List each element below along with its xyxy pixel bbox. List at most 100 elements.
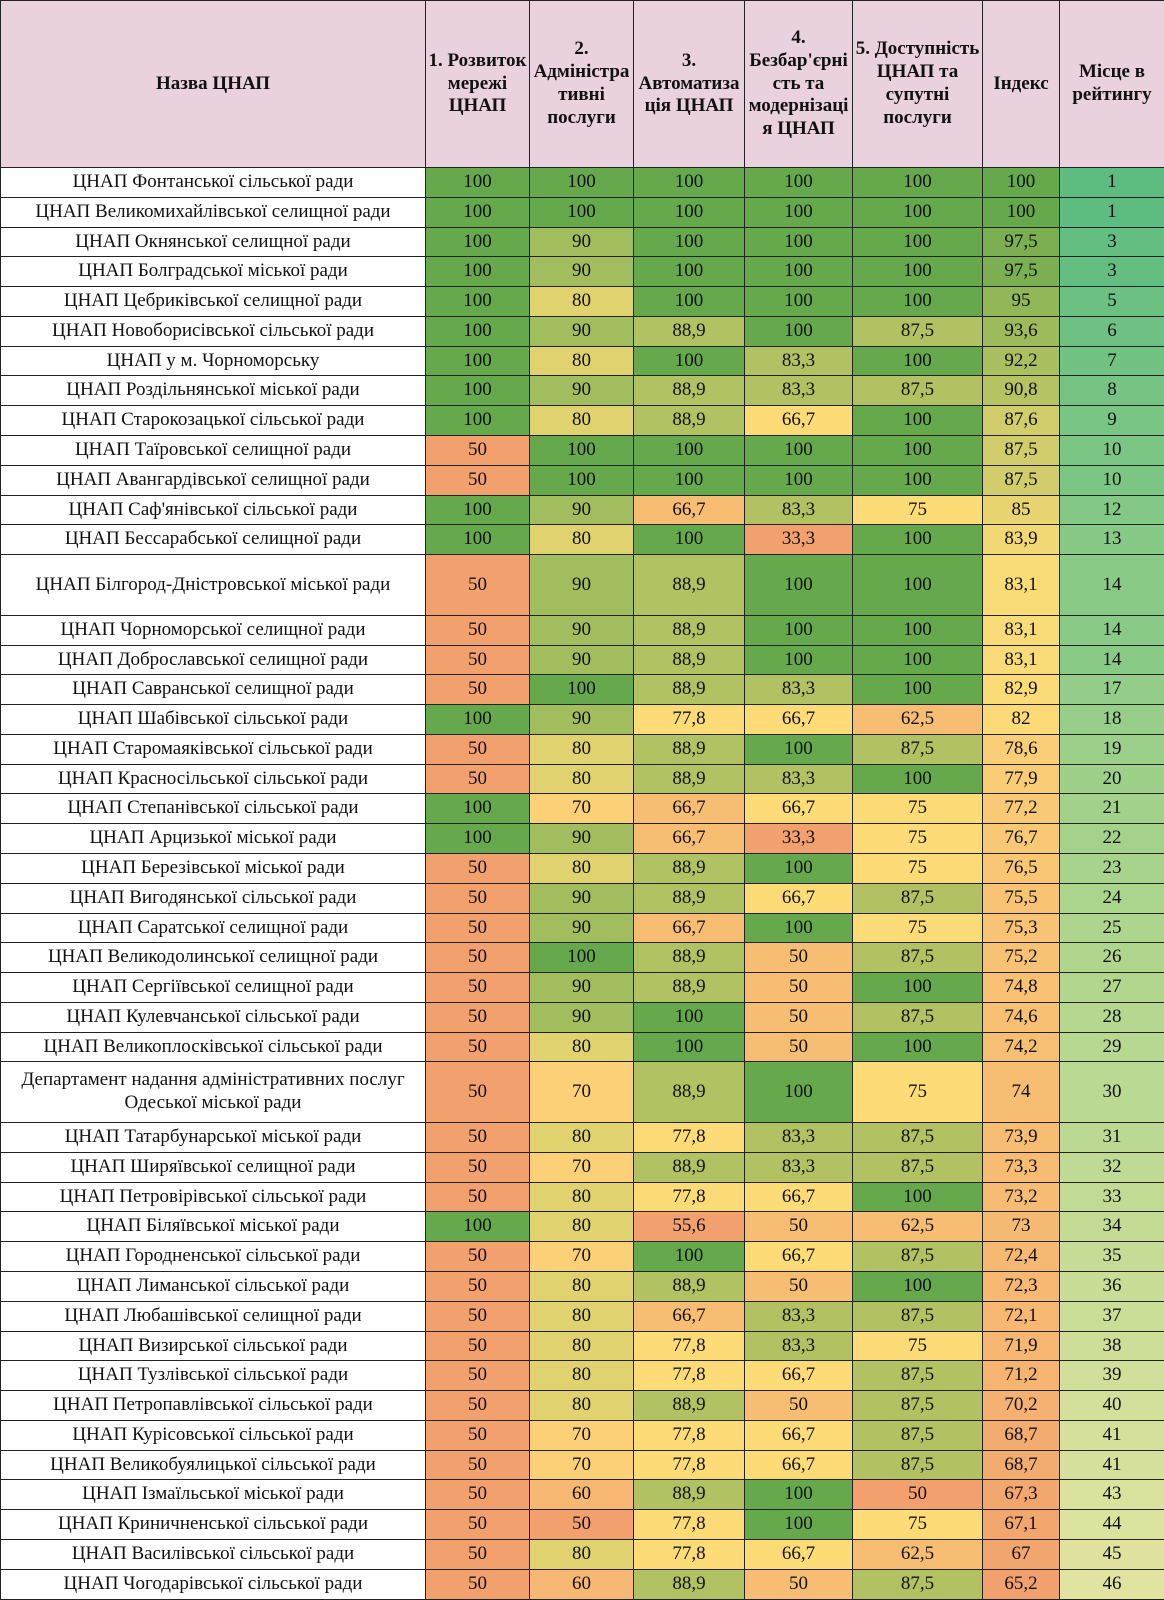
value-cell: 37	[1059, 1300, 1164, 1332]
value-cell: 12	[1059, 494, 1164, 526]
value-cell: 13	[1059, 524, 1164, 556]
value-cell: 73,3	[982, 1151, 1060, 1183]
value-cell: 88,9	[633, 882, 745, 914]
name-cell: ЦНАП Савранської селищної ради	[0, 674, 426, 706]
name-cell: ЦНАП Лиманської сільської ради	[0, 1270, 426, 1302]
value-cell: 77,8	[633, 1330, 745, 1362]
value-cell: 66,7	[744, 704, 853, 735]
name-cell: ЦНАП у м. Чорноморську	[0, 345, 426, 377]
name-cell: ЦНАП Болградської міської ради	[0, 256, 426, 288]
value-cell: 50	[425, 882, 530, 914]
value-cell: 38	[1059, 1330, 1164, 1362]
value-cell: 50	[744, 972, 853, 1003]
value-cell: 80	[529, 1122, 634, 1153]
value-cell: 100	[425, 286, 530, 317]
value-cell: 25	[1059, 912, 1164, 944]
value-cell: 82	[982, 704, 1060, 735]
value-cell: 100	[425, 315, 530, 347]
value-cell: 88,9	[633, 942, 745, 974]
table-row: ЦНАП Степанівської сільської ради 100 70 66…	[0, 793, 1164, 825]
value-cell: 50	[744, 1390, 853, 1421]
table-row: ЦНАП Саф'янівської сільської ради 100 90 66…	[0, 494, 1164, 526]
header-cell: 3. Автоматизація ЦНАП	[633, 0, 745, 168]
value-cell: 50	[425, 1270, 530, 1302]
value-cell: 67,3	[982, 1479, 1060, 1511]
value-cell: 66,7	[744, 1241, 853, 1272]
value-cell: 100	[529, 196, 634, 228]
value-cell: 50	[425, 912, 530, 944]
value-cell: 70	[529, 1061, 634, 1124]
value-cell: 44	[1059, 1509, 1164, 1540]
name-cell: ЦНАП Визирської сільської ради	[0, 1330, 426, 1362]
name-cell: ЦНАП Тузлівської сільської ради	[0, 1360, 426, 1392]
value-cell: 90	[529, 614, 634, 646]
value-cell: 70,2	[982, 1390, 1060, 1421]
value-cell: 76,5	[982, 853, 1060, 884]
value-cell: 50	[425, 1330, 530, 1362]
value-cell: 90	[529, 644, 634, 676]
table-row: ЦНАП Чорноморської селищної ради 50 90 88,9…	[0, 614, 1164, 646]
value-cell: 74	[982, 1061, 1060, 1124]
value-cell: 87,5	[982, 464, 1060, 496]
name-cell: ЦНАП Саф'янівської сільської ради	[0, 494, 426, 526]
table-row: ЦНАП Березівської міської ради 50 80 88,9 10…	[0, 853, 1164, 884]
value-cell: 74,8	[982, 972, 1060, 1003]
value-cell: 66,7	[633, 494, 745, 526]
value-cell: 75	[852, 793, 983, 825]
value-cell: 100	[425, 345, 530, 377]
value-cell: 3	[1059, 256, 1164, 288]
table-row: ЦНАП Бессарабської селищної ради 100 80 100…	[0, 524, 1164, 556]
value-cell: 83,3	[744, 494, 853, 526]
value-cell: 1	[1059, 167, 1164, 198]
value-cell: 50	[425, 554, 530, 616]
value-cell: 50	[425, 614, 530, 646]
value-cell: 100	[633, 286, 745, 317]
name-cell: ЦНАП Ізмаїльської міської ради	[0, 1479, 426, 1511]
value-cell: 70	[529, 1419, 634, 1451]
value-cell: 100	[425, 524, 530, 556]
value-cell: 87,5	[982, 435, 1060, 466]
value-cell: 87,5	[852, 1568, 983, 1600]
value-cell: 50	[744, 1001, 853, 1033]
value-cell: 75	[852, 1061, 983, 1124]
value-cell: 77,2	[982, 793, 1060, 825]
value-cell: 27	[1059, 972, 1164, 1003]
value-cell: 88,9	[633, 972, 745, 1003]
value-cell: 100	[425, 1211, 530, 1243]
table-row: ЦНАП Курісовської сільської ради 50 70 77,8…	[0, 1419, 1164, 1451]
value-cell: 100	[633, 345, 745, 377]
value-cell: 87,5	[852, 1449, 983, 1481]
value-cell: 100	[633, 196, 745, 228]
value-cell: 93,6	[982, 315, 1060, 347]
value-cell: 62,5	[852, 1211, 983, 1243]
value-cell: 50	[744, 1031, 853, 1063]
name-cell: ЦНАП Красносільської сільської ради	[0, 763, 426, 795]
value-cell: 100	[744, 1479, 853, 1511]
value-cell: 100	[852, 1181, 983, 1213]
table-row: ЦНАП Чогодарівської сільської ради 50 60 88…	[0, 1568, 1164, 1600]
value-cell: 100	[744, 464, 853, 496]
name-cell: ЦНАП Петровірівської сільської ради	[0, 1181, 426, 1213]
value-cell: 100	[852, 435, 983, 466]
value-cell: 100	[744, 554, 853, 616]
value-cell: 80	[529, 1181, 634, 1213]
value-cell: 88,9	[633, 1390, 745, 1421]
value-cell: 50	[425, 1181, 530, 1213]
value-cell: 41	[1059, 1419, 1164, 1451]
value-cell: 80	[529, 1539, 634, 1570]
value-cell: 100	[852, 763, 983, 795]
name-cell: ЦНАП Окнянської селищної ради	[0, 226, 426, 258]
value-cell: 82,9	[982, 674, 1060, 706]
value-cell: 88,9	[633, 733, 745, 765]
value-cell: 62,5	[852, 704, 983, 735]
name-cell: ЦНАП Білгород-Дністровської міської ради	[0, 554, 426, 616]
value-cell: 100	[852, 345, 983, 377]
value-cell: 10	[1059, 435, 1164, 466]
name-cell: ЦНАП Ширяївської селищної ради	[0, 1151, 426, 1183]
value-cell: 50	[425, 1390, 530, 1421]
value-cell: 50	[425, 1449, 530, 1481]
value-cell: 90	[529, 882, 634, 914]
name-cell: ЦНАП Сергіївської селищної ради	[0, 972, 426, 1003]
value-cell: 100	[852, 196, 983, 228]
name-cell: ЦНАП Березівської міської ради	[0, 853, 426, 884]
